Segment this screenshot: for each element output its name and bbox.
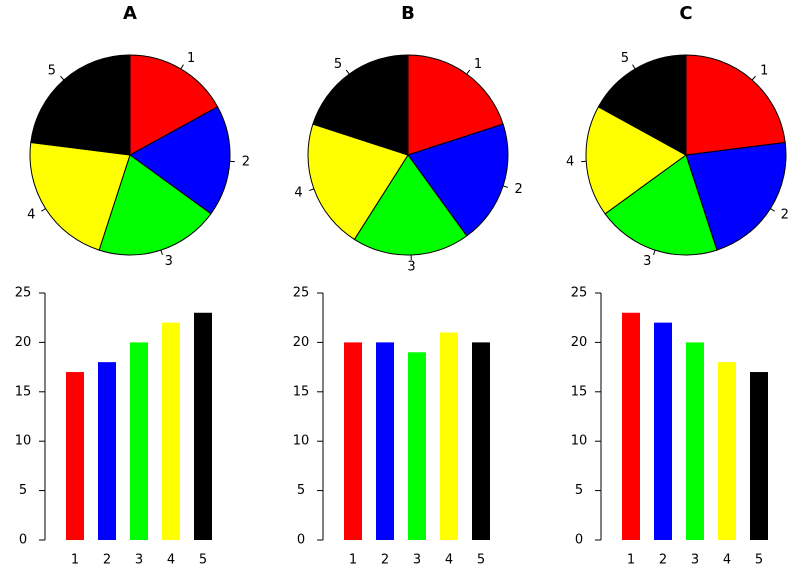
y-tick-label: 10 [15,434,32,449]
x-tick-label: 5 [477,553,485,568]
y-tick-label: 15 [571,384,588,399]
label-tick [770,208,775,212]
pie-slice [129,54,219,156]
x-tick-label: 2 [103,553,111,568]
slice-label: 3 [165,254,173,269]
slice-label: 1 [760,63,768,78]
slice-label: 5 [48,63,56,78]
slice-label: 1 [474,57,482,72]
pie-slice [29,141,131,251]
y-tick-label: 0 [297,533,305,548]
slice-label: 1 [187,51,195,66]
pie-slice [597,54,687,156]
label-tick [60,75,65,81]
bar [408,352,426,540]
pie-slice [685,54,786,156]
bar [750,372,768,540]
pie-slice [685,141,787,251]
chart-title: C [679,3,692,24]
bar [718,362,736,540]
y-tick-label: 0 [575,533,583,548]
label-tick [751,75,756,81]
x-tick-label: 3 [413,553,421,568]
slice-label: 2 [242,155,250,170]
bar [66,372,84,540]
slice-label: 4 [566,155,574,170]
slice-label: 5 [334,57,342,72]
bar [376,342,394,540]
bar [686,342,704,540]
bar [472,342,490,540]
x-tick-label: 1 [627,553,635,568]
y-tick-label: 0 [19,533,27,548]
bar [98,362,116,540]
x-tick-label: 5 [199,553,207,568]
x-tick-label: 4 [445,553,453,568]
bar [440,332,458,540]
y-tick-label: 20 [293,335,310,350]
x-tick-label: 2 [659,553,667,568]
label-tick [632,64,636,70]
x-tick-label: 4 [167,553,175,568]
y-tick-label: 20 [571,335,588,350]
label-tick [466,69,471,75]
x-tick-label: 1 [71,553,79,568]
slice-label: 3 [643,254,651,269]
bar [344,342,362,540]
x-tick-label: 3 [691,553,699,568]
label-tick [309,188,315,192]
label-tick [502,185,509,188]
x-tick-label: 2 [381,553,389,568]
pie-slice [30,54,131,156]
slice-label: 4 [294,185,302,200]
slice-label: 3 [407,259,415,274]
y-tick-label: 15 [15,384,32,399]
x-tick-label: 1 [349,553,357,568]
y-tick-label: 25 [571,286,588,301]
bar [622,312,640,540]
chart-title: A [123,3,137,24]
y-tick-label: 5 [297,483,305,498]
y-tick-label: 5 [575,483,583,498]
bar [654,322,672,540]
y-tick-label: 5 [19,483,27,498]
y-tick-label: 10 [571,434,588,449]
y-tick-label: 10 [293,434,310,449]
bar [194,312,212,540]
label-tick [41,208,46,212]
slice-label: 4 [27,208,35,223]
bar [162,322,180,540]
x-tick-label: 5 [755,553,763,568]
y-tick-label: 15 [293,384,310,399]
label-tick [653,249,656,256]
x-tick-label: 3 [135,553,143,568]
label-tick [345,69,350,75]
x-tick-label: 4 [723,553,731,568]
slice-label: 2 [515,182,523,197]
label-tick [160,249,163,256]
y-tick-label: 20 [15,335,32,350]
y-tick-label: 25 [293,286,310,301]
slice-label: 2 [781,208,789,223]
pie-slice [353,154,468,256]
y-tick-label: 25 [15,286,32,301]
bar [130,342,148,540]
slice-label: 5 [621,51,629,66]
chart-title: B [401,3,415,24]
label-tick [180,64,184,70]
